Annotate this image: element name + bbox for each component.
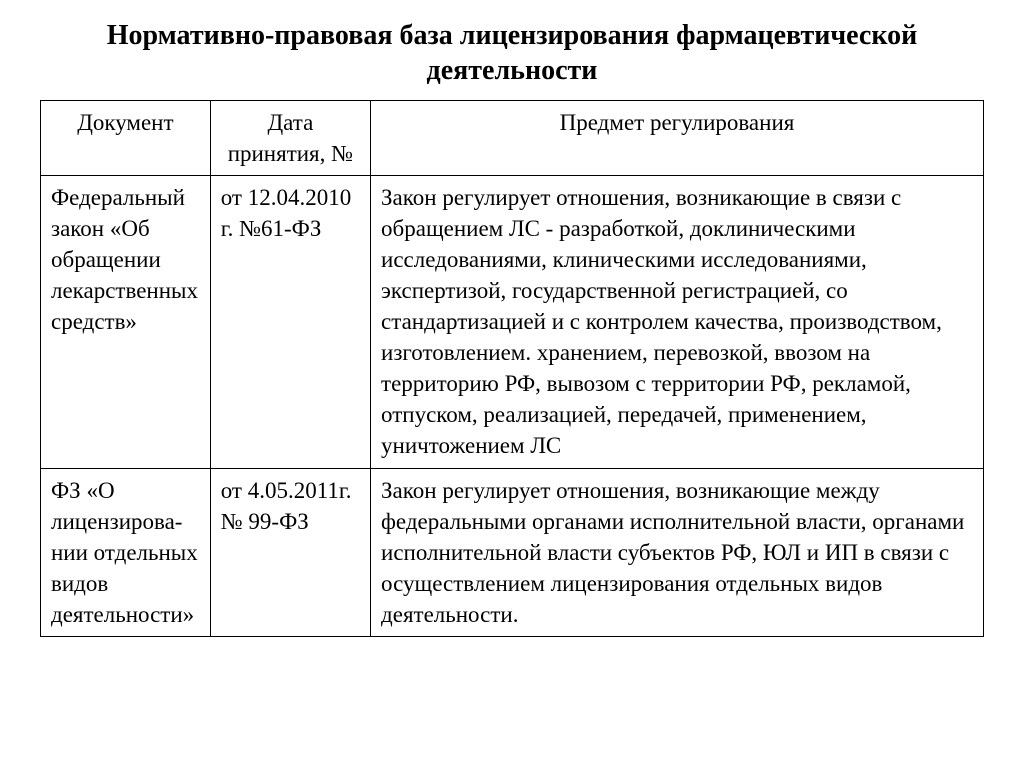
regulations-table: Документ Дата принятия, № Предмет регули… xyxy=(40,100,984,637)
cell-date: от 12.04.2010 г. №61-ФЗ xyxy=(210,176,370,468)
col-header-document: Документ xyxy=(41,101,211,176)
page-title: Нормативно-правовая база лицензирования … xyxy=(40,18,984,88)
table-header-row: Документ Дата принятия, № Предмет регули… xyxy=(41,101,984,176)
cell-subject: Закон регулирует отношения, возникающие … xyxy=(371,468,984,636)
col-header-subject: Предмет регулирования xyxy=(371,101,984,176)
page: Нормативно-правовая база лицензирования … xyxy=(0,0,1024,657)
cell-date: от 4.05.2011г. № 99-ФЗ xyxy=(210,468,370,636)
cell-subject: Закон регулирует отношения, возникающие … xyxy=(371,176,984,468)
table-row: ФЗ «О лицензирова-нии отдельных видов де… xyxy=(41,468,984,636)
col-header-date: Дата принятия, № xyxy=(210,101,370,176)
table-row: Федеральный закон «Об обращении лекарств… xyxy=(41,176,984,468)
cell-document: Федеральный закон «Об обращении лекарств… xyxy=(41,176,211,468)
cell-document: ФЗ «О лицензирова-нии отдельных видов де… xyxy=(41,468,211,636)
